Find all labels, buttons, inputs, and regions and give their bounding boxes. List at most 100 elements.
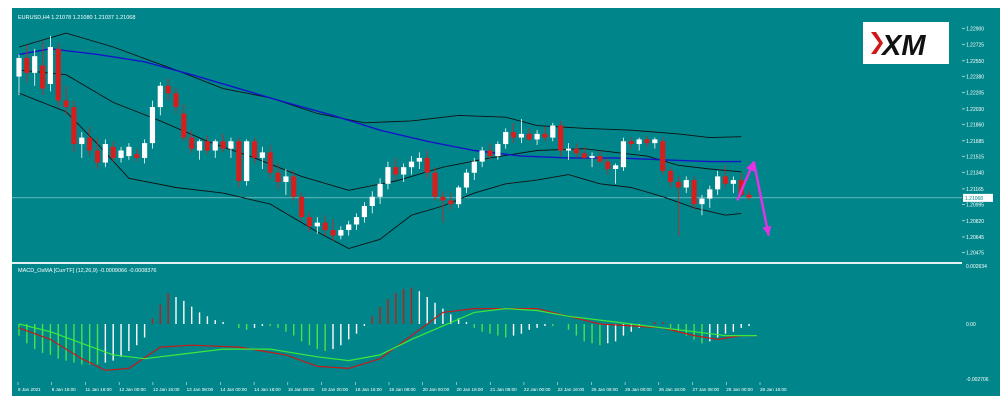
- macd-tick-label: 0.00: [966, 322, 976, 328]
- current-price-tag: [963, 193, 993, 202]
- candle: [722, 165, 729, 188]
- candle: [393, 157, 399, 181]
- candle-body: [244, 141, 250, 182]
- candle-body: [746, 194, 752, 198]
- bollinger-upper-line: [18, 32, 742, 139]
- candle: [644, 135, 650, 147]
- candle-body: [283, 176, 289, 182]
- candle-body: [565, 148, 572, 151]
- candle: [142, 139, 148, 164]
- candle: [204, 135, 210, 155]
- candle-body: [432, 172, 438, 197]
- time-tick-label: 21 Jan 08:00: [490, 387, 517, 392]
- bollinger-lower-line: [18, 92, 742, 249]
- candle-body: [581, 153, 587, 158]
- time-tick-label: 8 Jan 2021: [18, 387, 41, 392]
- moving-average-line: [18, 48, 742, 163]
- price-tick-label: 1.21165: [966, 187, 984, 193]
- candle-body: [212, 141, 218, 151]
- time-tick-label: 15 Jan 08:00: [288, 387, 315, 392]
- candle-body: [416, 157, 422, 162]
- arrow-shaft: [752, 161, 770, 236]
- candle: [71, 100, 77, 153]
- price-tick-label: 1.20645: [966, 235, 984, 241]
- candle-body: [440, 196, 446, 201]
- candle-body: [165, 85, 171, 94]
- xm-logo: XM: [863, 22, 949, 64]
- time-tick-label: 14 Jan 00:00: [220, 387, 247, 392]
- time-tick-label: 13 Jan 08:00: [187, 387, 214, 392]
- candle: [291, 170, 297, 201]
- candle: [699, 194, 705, 216]
- time-tick-label: 12 Jan 16:00: [153, 387, 180, 392]
- candle: [613, 163, 619, 184]
- price-panel-background: [12, 8, 962, 262]
- time-axis-background: [12, 382, 962, 396]
- candle: [110, 141, 116, 162]
- macd-panel-header: MACD_OsMA [CurrTF] (12,26,9) -0.0009066 …: [18, 268, 156, 274]
- candle-body: [47, 46, 53, 84]
- candle: [16, 54, 22, 96]
- macd-tick-label: -0.002706: [966, 377, 989, 383]
- candle: [510, 122, 517, 144]
- candle-body: [181, 113, 187, 138]
- candle: [620, 137, 627, 171]
- candle: [346, 220, 352, 236]
- candle: [283, 169, 289, 195]
- candle-body: [558, 125, 564, 151]
- price-tick-label: 1.21860: [966, 123, 984, 129]
- price-tick-label: 1.20995: [966, 203, 984, 209]
- price-tick-label: 1.22550: [966, 59, 984, 65]
- candle: [479, 146, 485, 168]
- candle: [165, 78, 171, 101]
- candle-body: [660, 141, 666, 171]
- candle: [518, 119, 524, 144]
- candle-body: [526, 133, 532, 140]
- candle: [267, 144, 273, 179]
- candle: [149, 100, 156, 149]
- candle: [236, 137, 242, 188]
- time-tick-label: 22 Jan 00:00: [524, 387, 551, 392]
- candle-body: [24, 58, 30, 73]
- time-tick-label: 25 Jan 08:00: [591, 387, 618, 392]
- candle-body: [652, 139, 658, 144]
- candle-body: [573, 148, 579, 154]
- candle-body: [699, 198, 705, 205]
- candle: [189, 130, 195, 154]
- price-panel-header: EURUSD,H4 1.21078 1.21080 1.21037 1.2106…: [18, 15, 135, 21]
- candle-body: [142, 143, 148, 158]
- price-tick-label: 1.21340: [966, 171, 984, 177]
- time-tick-label: 14 Jan 16:00: [254, 387, 281, 392]
- candle: [526, 128, 532, 142]
- candle: [667, 167, 674, 188]
- candle-body: [675, 181, 681, 188]
- candle-body: [361, 205, 367, 218]
- logo-box: [863, 22, 949, 64]
- current-price-label: 1.21068: [965, 196, 983, 202]
- candle: [746, 191, 752, 201]
- candle: [463, 169, 470, 194]
- candle: [102, 139, 108, 168]
- candle: [94, 137, 101, 170]
- candle-body: [456, 187, 462, 205]
- candle-body: [636, 139, 642, 145]
- candle-body: [628, 141, 634, 145]
- candle-body: [542, 133, 548, 138]
- time-tick-label: 20 Jan 00:00: [423, 387, 450, 392]
- candle-body: [330, 230, 336, 236]
- candle: [573, 143, 579, 158]
- candle-body: [691, 180, 697, 205]
- candle: [338, 226, 344, 240]
- macd-indicator: 0.00 0.002634 -0.002706: [18, 264, 989, 383]
- price-tick-label: 1.20820: [966, 219, 984, 225]
- signal-line: [18, 307, 757, 362]
- time-tick-label: 12 Jan 00:00: [119, 387, 146, 392]
- candle: [118, 146, 124, 163]
- candle: [173, 87, 179, 114]
- candle-body: [259, 152, 265, 158]
- candle-body: [94, 150, 101, 163]
- price-tick-label: 1.22205: [966, 91, 984, 97]
- candle-body: [471, 161, 477, 173]
